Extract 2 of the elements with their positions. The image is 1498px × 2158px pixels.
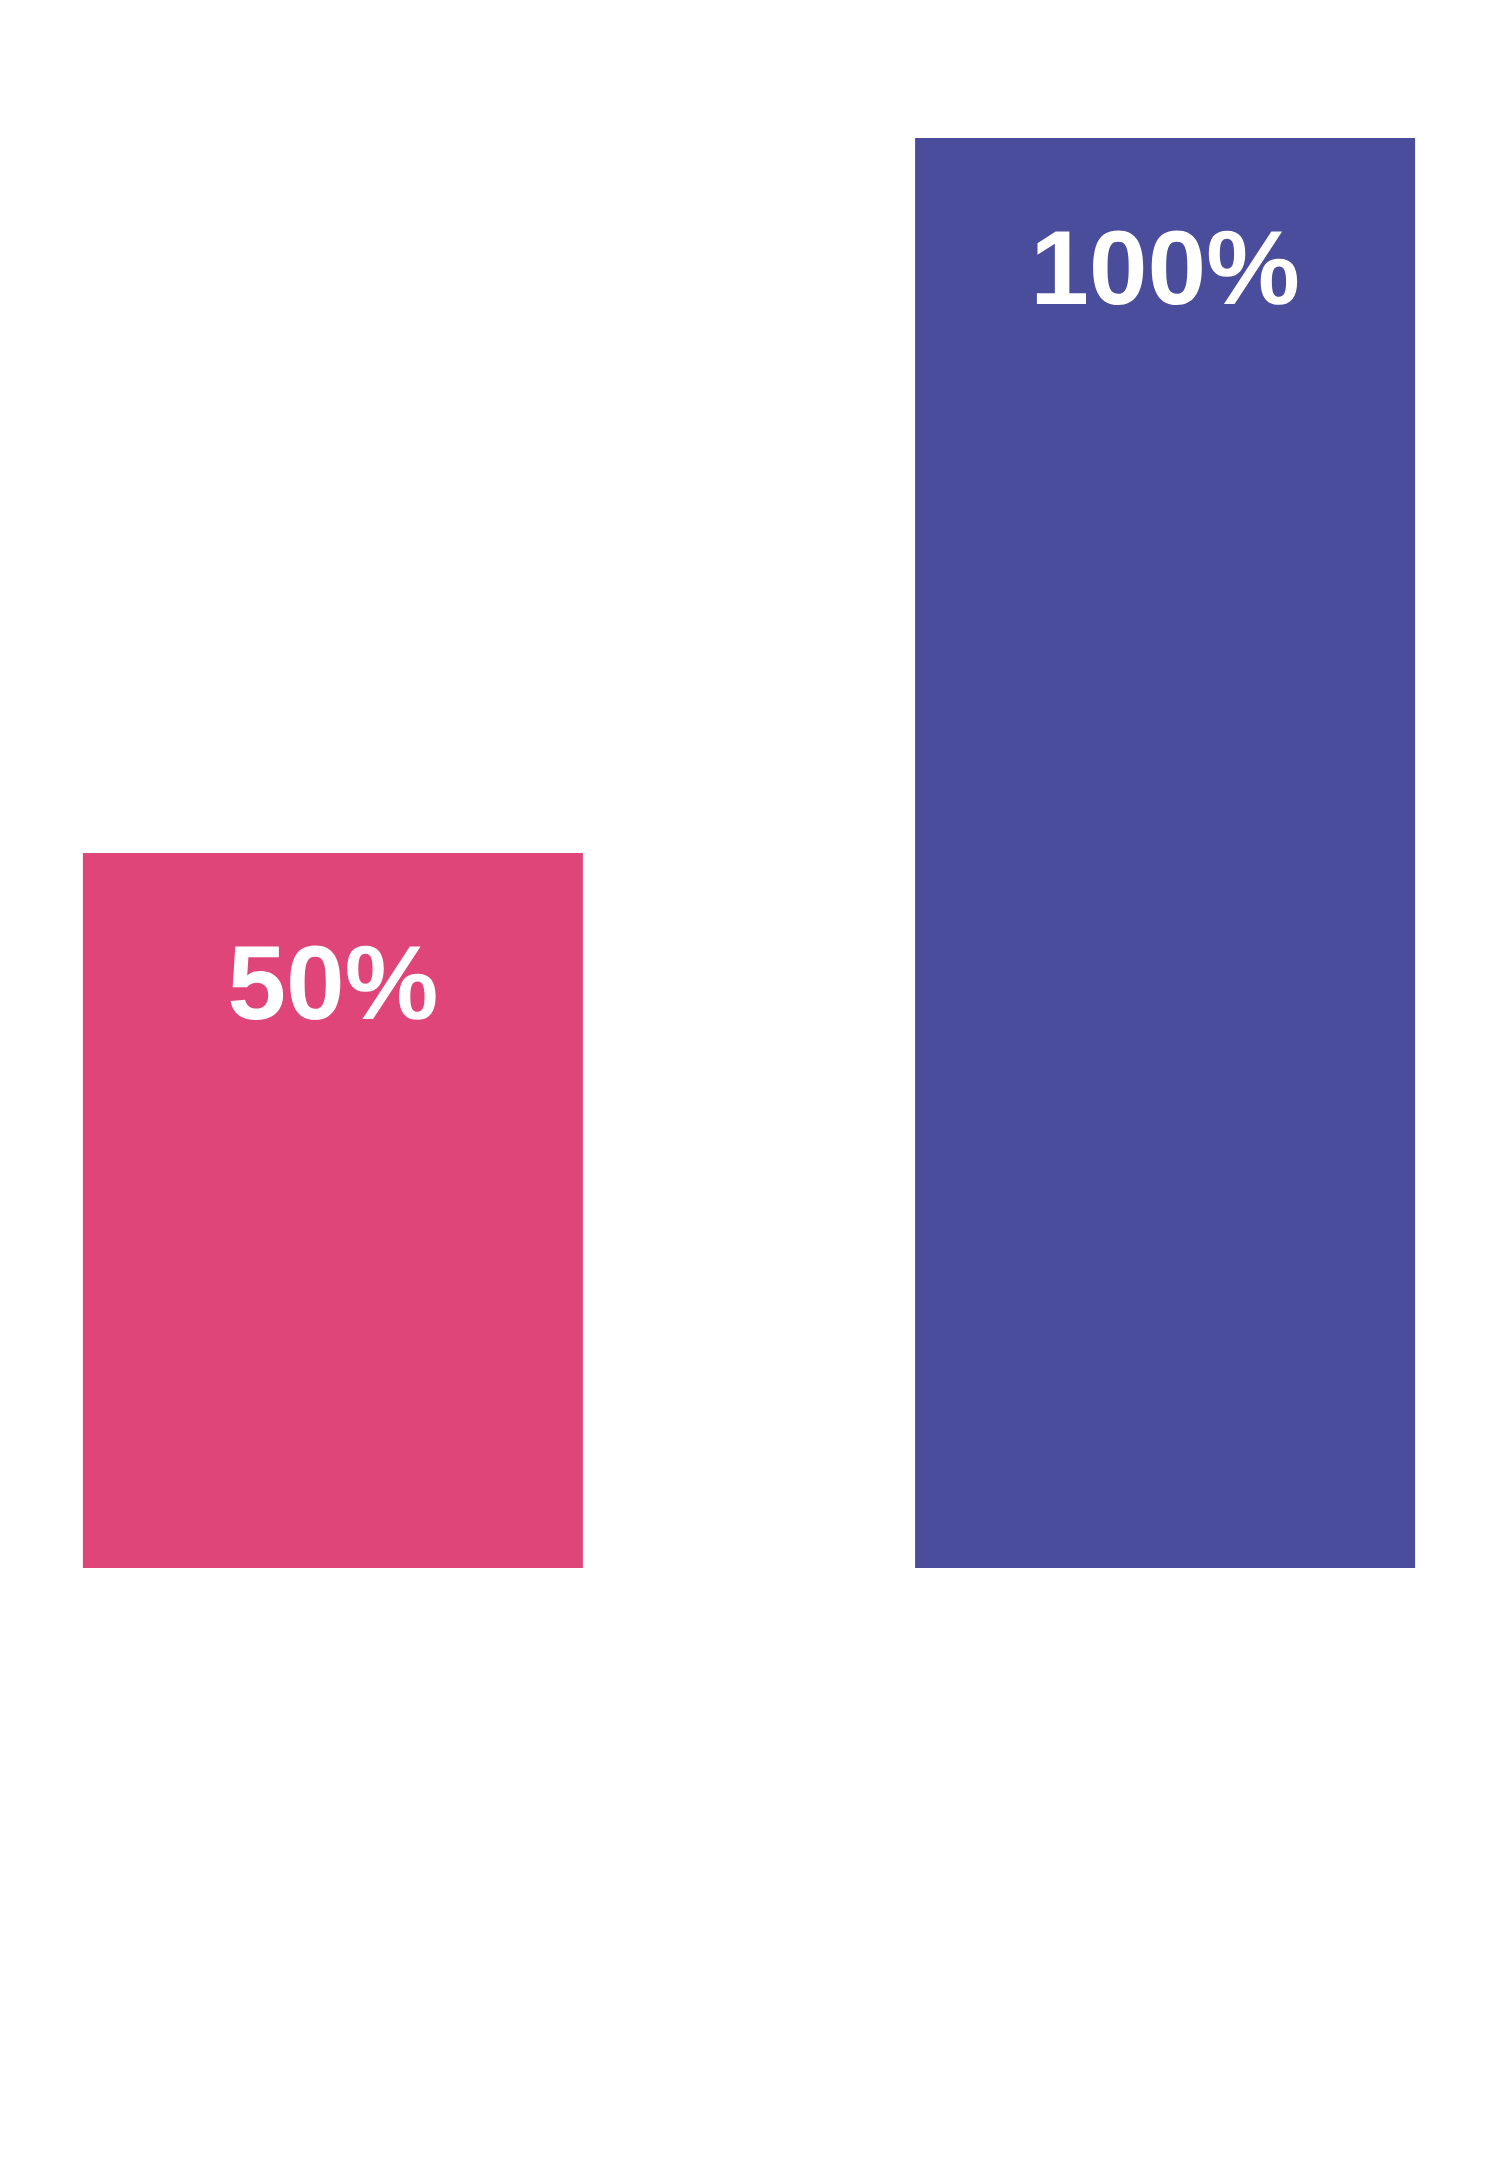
data-label: 50% — [230, 945, 436, 1021]
data-label: 100% — [1036, 230, 1298, 306]
